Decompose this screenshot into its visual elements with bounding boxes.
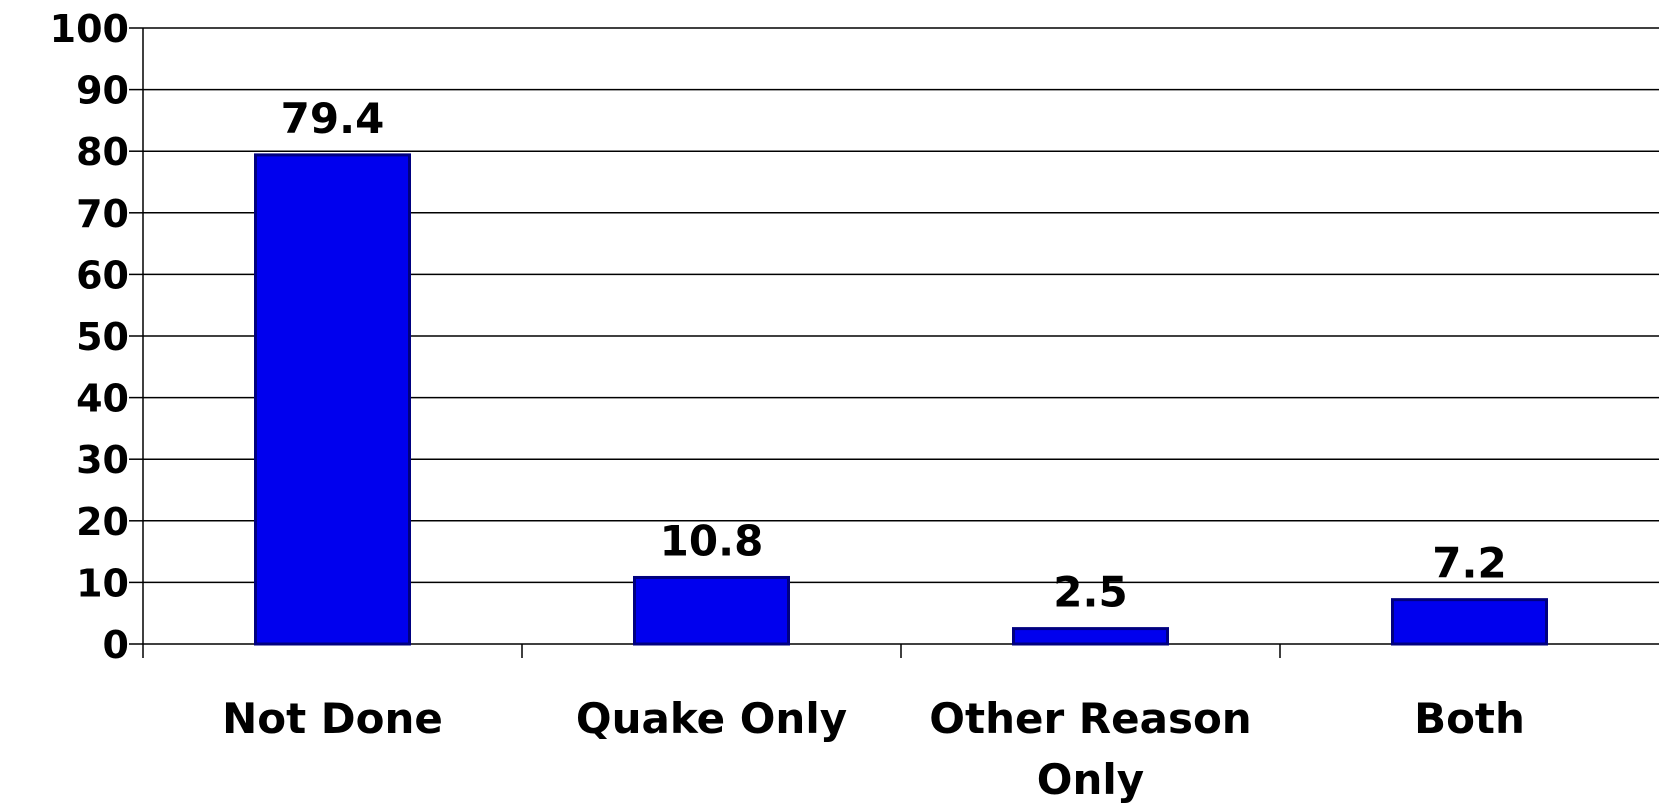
y-tick-label: 10 — [76, 561, 129, 605]
y-tick-label: 0 — [103, 623, 129, 667]
y-tick-label: 80 — [76, 130, 129, 174]
y-tick-label: 70 — [76, 192, 129, 236]
x-tick-label: Both — [1414, 694, 1525, 743]
x-tick-label: Only — [1037, 755, 1144, 804]
y-tick-label: 100 — [50, 7, 129, 51]
data-labels: 79.4 10.8 2.5 7.2 — [281, 94, 1507, 617]
bar — [1012, 627, 1169, 646]
y-tick-label: 50 — [76, 315, 129, 359]
y-tick-labels: 0 10 20 30 40 50 60 70 80 90 100 — [50, 7, 129, 667]
data-label: 79.4 — [281, 94, 385, 143]
y-tick-label: 40 — [76, 377, 129, 421]
y-tick-label: 30 — [76, 438, 129, 482]
x-tick-label: Other Reason — [929, 694, 1251, 743]
x-tick-label: Not Done — [222, 694, 443, 743]
bars — [254, 153, 1548, 646]
y-tick-label: 90 — [76, 69, 129, 113]
bar — [1391, 598, 1548, 646]
data-label: 2.5 — [1053, 568, 1127, 617]
x-tick-labels: Not Done Quake Only Other Reason Only Both — [222, 694, 1525, 804]
bar — [633, 575, 790, 646]
x-tick-label: Quake Only — [576, 694, 847, 743]
y-tick-label: 20 — [76, 500, 129, 544]
data-label: 7.2 — [1432, 539, 1506, 588]
data-label: 10.8 — [660, 516, 764, 565]
bar — [254, 153, 411, 646]
y-tick-label: 60 — [76, 253, 129, 297]
